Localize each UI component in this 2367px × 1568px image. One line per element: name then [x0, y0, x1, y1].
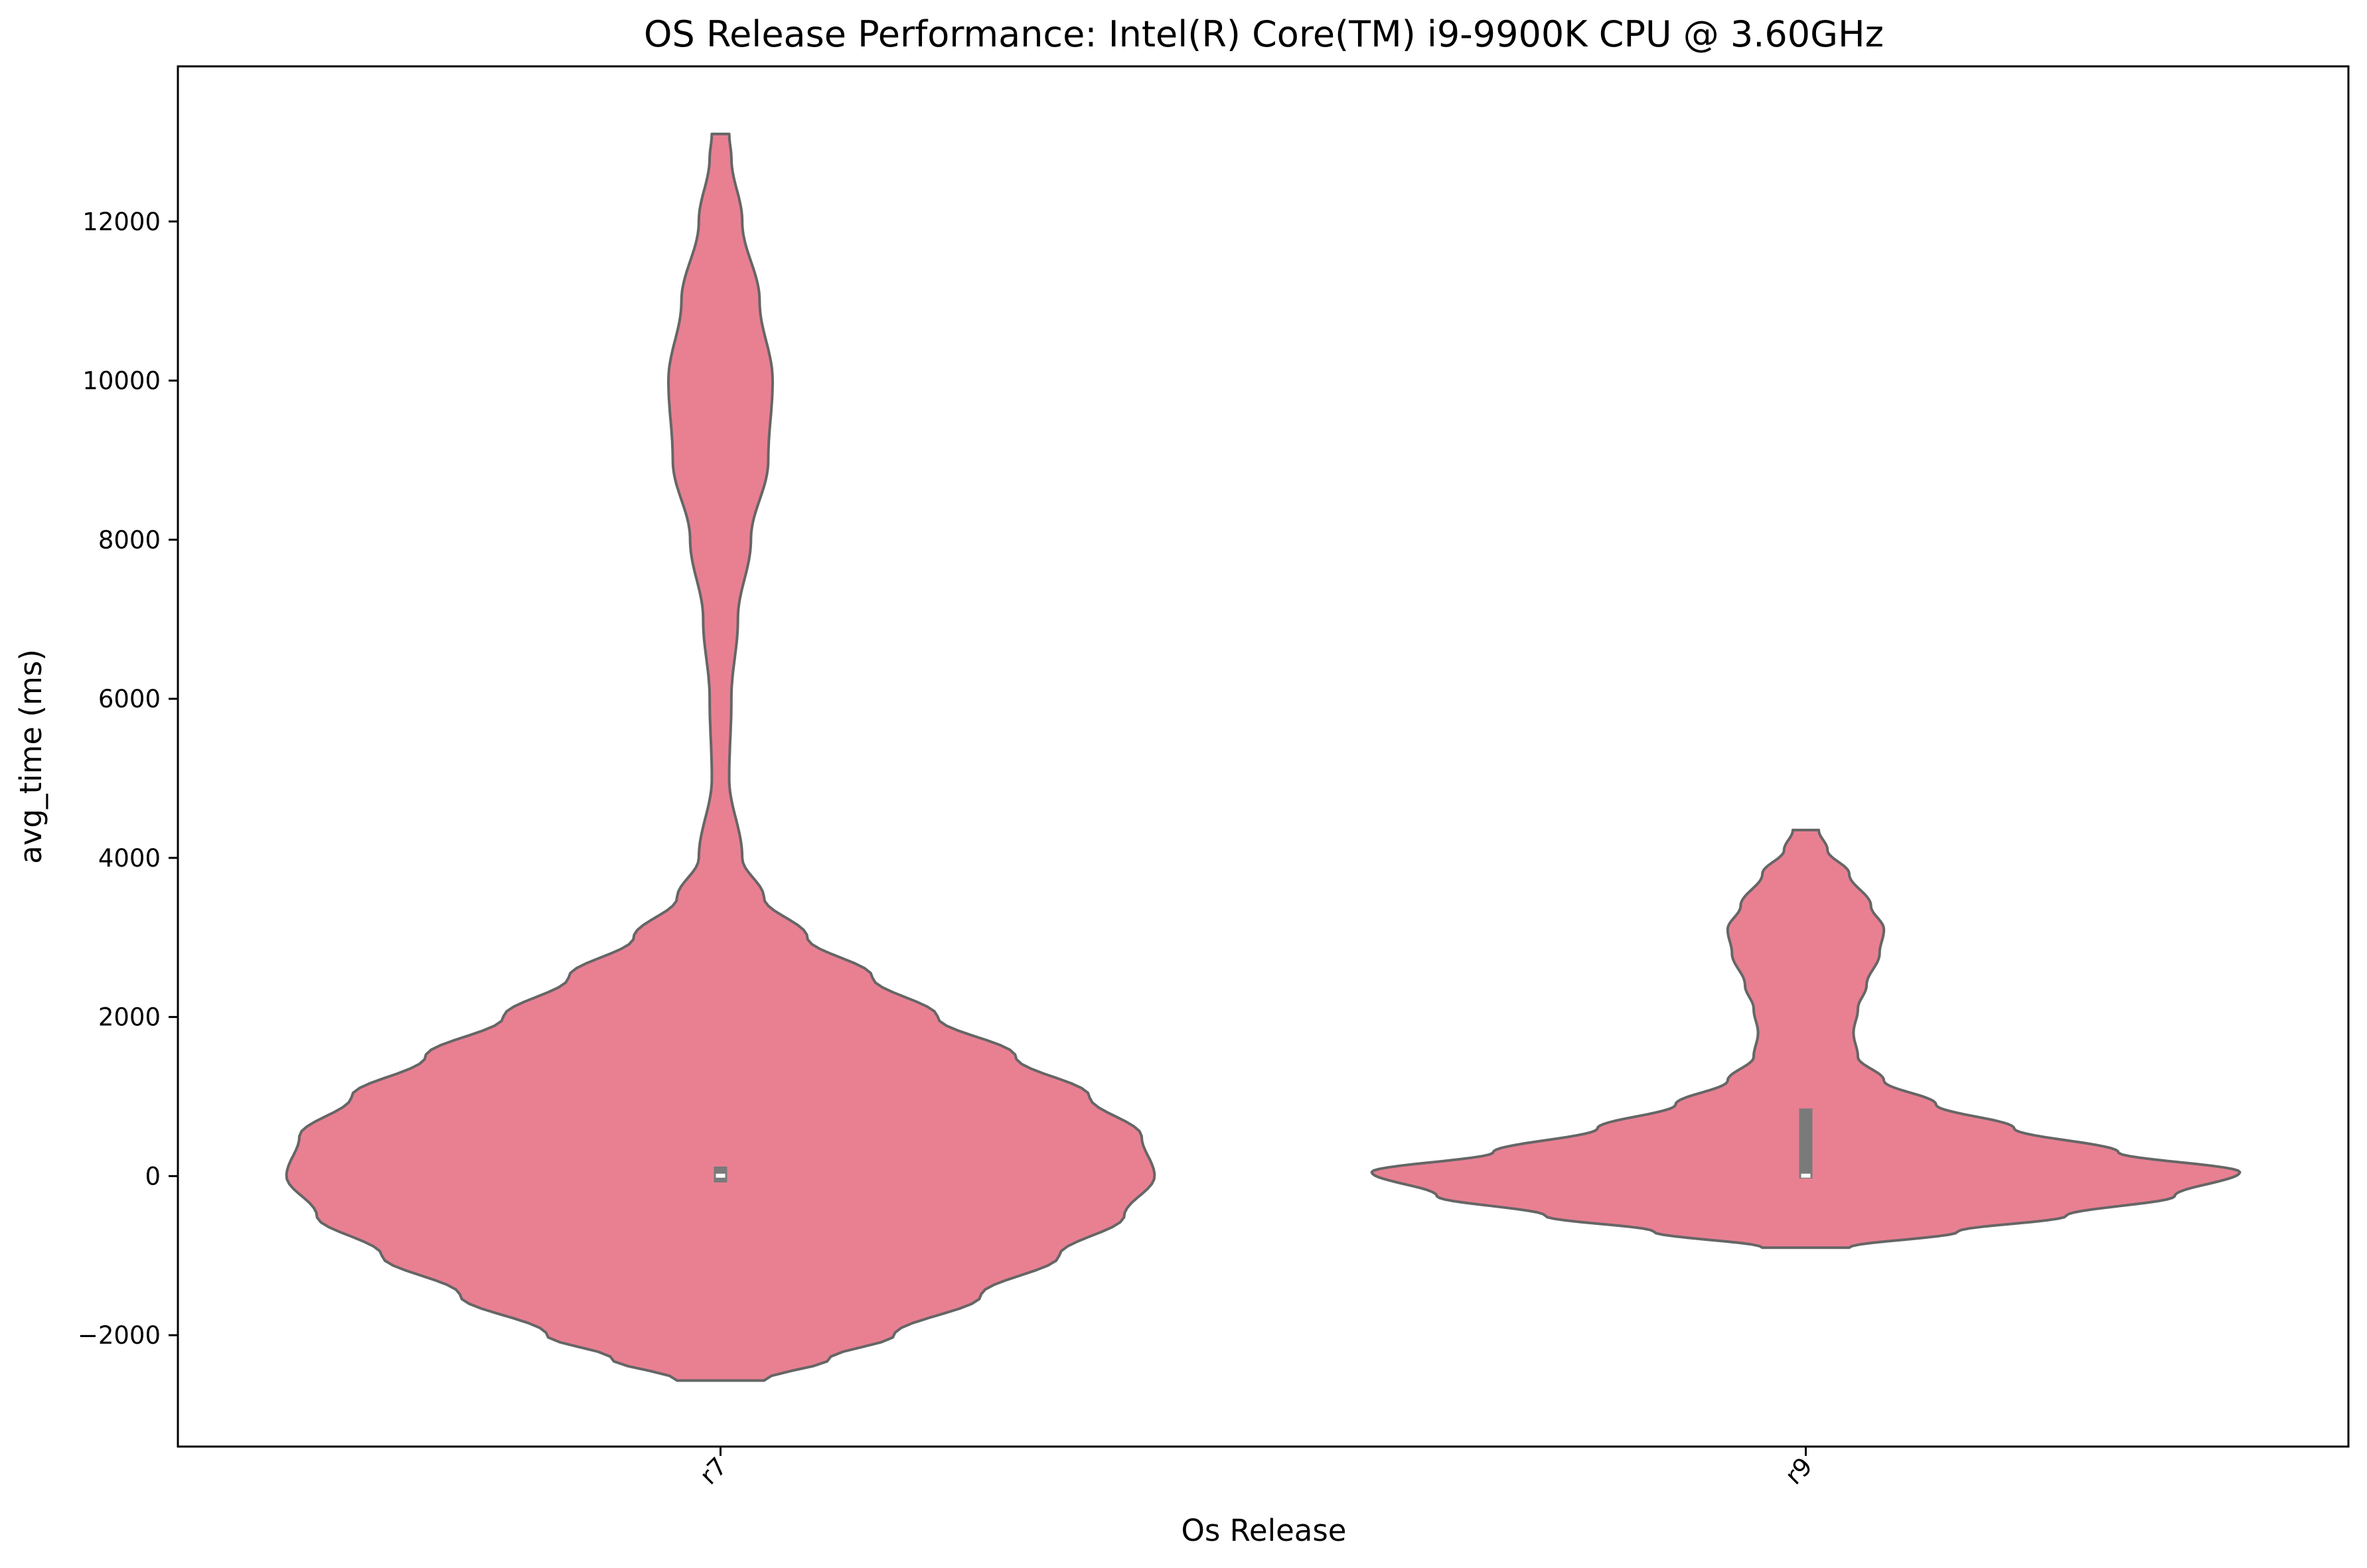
x-axis-label: Os Release: [1182, 1513, 1347, 1548]
median-marker-r7: [716, 1173, 725, 1178]
violin-r9: [1370, 828, 2242, 1249]
y-tick-label: 4000: [98, 844, 161, 873]
y-tick-label: 8000: [98, 526, 161, 554]
y-axis: −2000 0 2000 4000 6000 8000 10000 12000: [78, 208, 178, 1350]
iqr-box-r9: [1799, 1108, 1813, 1178]
y-tick-label: 10000: [82, 367, 161, 395]
y-tick-label: 2000: [98, 1003, 161, 1032]
chart-title: OS Release Performance: Intel(R) Core(TM…: [644, 13, 1884, 55]
y-axis-label: avg_time (ms): [13, 649, 48, 864]
y-tick-label: 0: [145, 1162, 161, 1190]
y-tick-label: 12000: [82, 208, 161, 236]
violin-layer: [285, 132, 2242, 1382]
violin-r7: [285, 132, 1156, 1382]
median-marker-r9: [1801, 1173, 1811, 1178]
y-tick-label: −2000: [78, 1321, 161, 1350]
y-tick-label: 6000: [98, 685, 161, 713]
plot-frame: [177, 65, 2350, 1448]
